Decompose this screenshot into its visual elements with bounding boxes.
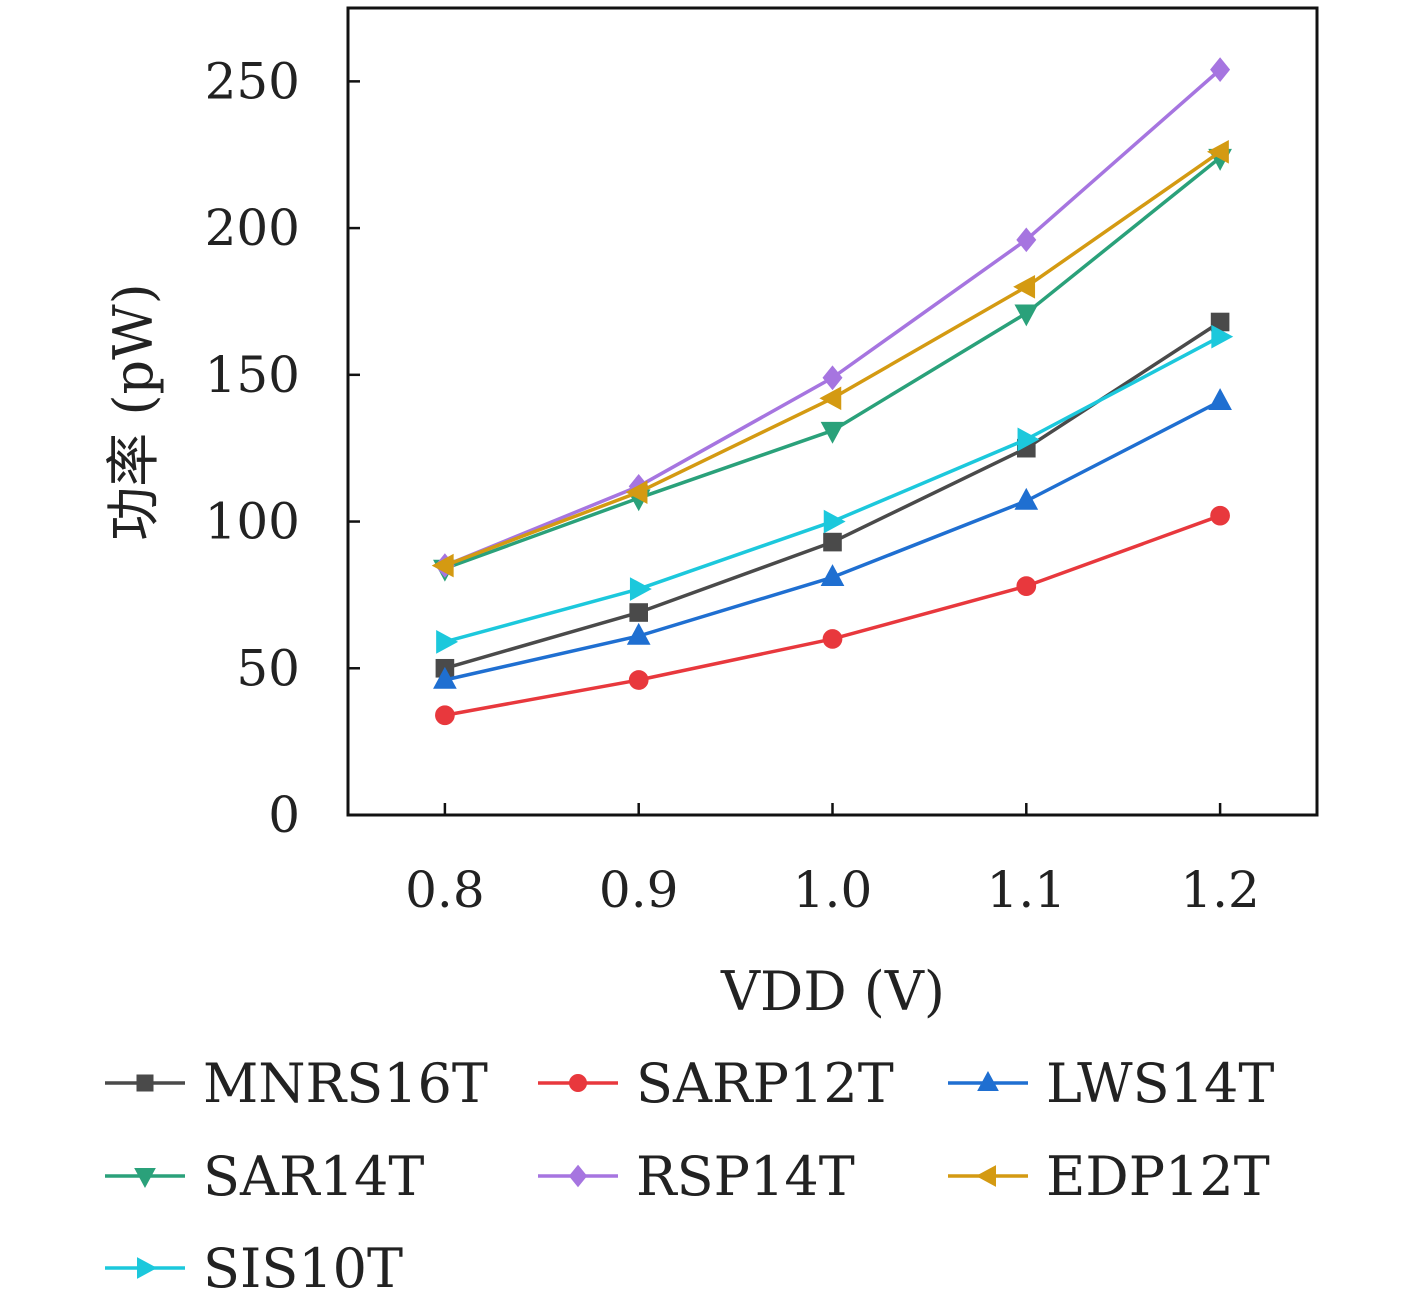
data-point-edp12t <box>431 553 454 578</box>
data-point-sis10t <box>1211 324 1234 349</box>
data-point-lws14t <box>1208 388 1232 410</box>
data-point-edp12t <box>1206 139 1229 164</box>
y-tick-label: 0 <box>268 786 300 844</box>
legend: MNRS16T SARP12T LWS14T SAR14T RSP14T EDP12T SI… <box>105 1052 1274 1299</box>
data-point-mnrs16t <box>629 603 649 622</box>
y-tick-label: 100 <box>205 493 300 551</box>
legend-label-lws14t: LWS14T <box>1046 1052 1274 1115</box>
legend-item-sis10t: SIS10T <box>105 1237 403 1299</box>
x-tick-label: 0.8 <box>405 861 485 919</box>
data-point-sarp12t <box>628 670 649 690</box>
data-point-lws14t <box>1014 487 1039 510</box>
series-sarp12t <box>435 505 1230 726</box>
x-tick-label: 1.1 <box>987 861 1067 919</box>
data-point-sar14t <box>820 421 845 444</box>
legend-item-lws14t: LWS14T <box>948 1052 1274 1115</box>
legend-marker-sarp12t <box>569 1074 587 1092</box>
data-point-sarp12t <box>435 705 455 726</box>
data-point-lws14t <box>820 564 845 587</box>
y-tick-label: 50 <box>236 639 300 697</box>
x-tick-label: 1.0 <box>793 861 873 919</box>
series-line-edp12t <box>444 150 1222 568</box>
data-point-sarp12t <box>1016 576 1037 596</box>
legend-item-sar14t: SAR14T <box>105 1145 424 1208</box>
legend-label-mnrs16t: MNRS16T <box>203 1052 488 1115</box>
legend-label-sarp12t: SARP12T <box>636 1052 894 1115</box>
y-tick-label: 250 <box>205 52 300 110</box>
legend-label-rsp14t: RSP14T <box>636 1145 855 1208</box>
data-point-lws14t <box>433 666 457 689</box>
y-tick-label: 200 <box>205 199 300 257</box>
legend-label-sis10t: SIS10T <box>203 1237 403 1299</box>
series-rsp14t <box>434 57 1231 578</box>
x-axis-title: VDD (V) <box>720 960 945 1023</box>
data-point-mnrs16t <box>823 532 842 552</box>
data-point-rsp14t <box>822 365 843 391</box>
axes: 0.8 0.9 1.0 1.1 1.2 0 50 100 150 200 250 <box>205 52 1260 919</box>
data-point-lws14t <box>626 622 651 645</box>
legend-marker-lws14t <box>977 1070 999 1091</box>
data-point-sis10t <box>629 577 652 601</box>
series-layer <box>431 57 1234 726</box>
legend-item-sarp12t: SARP12T <box>538 1052 894 1115</box>
data-point-sarp12t <box>1210 505 1230 526</box>
legend-marker-sar14t <box>134 1168 156 1189</box>
data-point-sis10t <box>823 509 846 534</box>
plot-area <box>346 6 1319 817</box>
data-point-edp12t <box>625 480 648 505</box>
x-tick-label: 1.2 <box>1180 861 1260 919</box>
data-point-sis10t <box>1017 427 1040 452</box>
series-edp12t <box>431 139 1229 578</box>
legend-item-rsp14t: RSP14T <box>538 1145 855 1208</box>
y-axis-title: 功率 (pW) <box>102 283 165 540</box>
legend-marker-mnrs16t <box>136 1074 154 1092</box>
series-line-sar14t <box>444 156 1222 571</box>
legend-item-mnrs16t: MNRS16T <box>105 1052 488 1115</box>
y-tick-label: 150 <box>205 346 300 404</box>
data-point-sarp12t <box>822 629 843 649</box>
data-point-edp12t <box>819 386 842 411</box>
legend-label-edp12t: EDP12T <box>1046 1145 1270 1208</box>
data-point-sar14t <box>1014 304 1039 327</box>
legend-marker-edp12t <box>975 1165 996 1187</box>
series-sis10t <box>436 324 1234 654</box>
plot-frame <box>346 6 1319 817</box>
legend-marker-sis10t <box>137 1257 158 1279</box>
series-lws14t <box>433 388 1232 689</box>
legend-item-edp12t: EDP12T <box>948 1145 1270 1208</box>
legend-label-sar14t: SAR14T <box>203 1145 424 1208</box>
data-point-rsp14t <box>1210 57 1231 82</box>
data-point-edp12t <box>1013 274 1036 299</box>
series-line-rsp14t <box>444 68 1222 568</box>
data-point-sis10t <box>436 630 459 654</box>
legend-marker-rsp14t <box>568 1164 588 1188</box>
data-point-rsp14t <box>1016 227 1037 253</box>
x-tick-label: 0.9 <box>599 861 679 919</box>
